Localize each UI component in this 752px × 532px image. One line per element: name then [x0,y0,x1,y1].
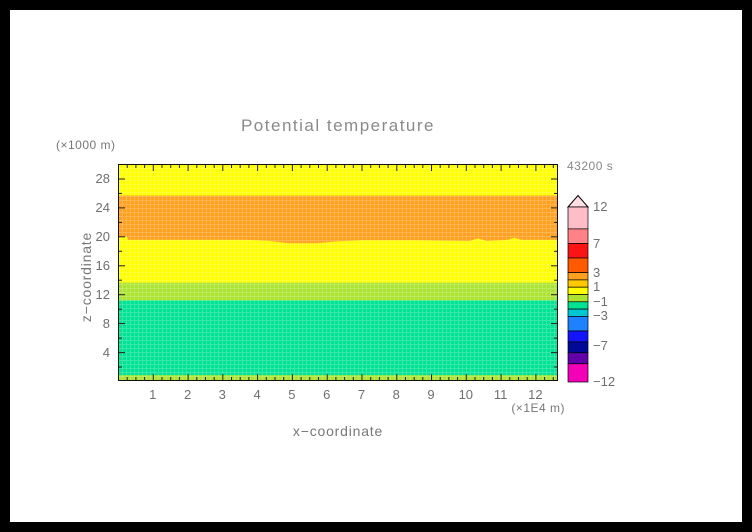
x-axis-title: x−coordinate [292,423,384,439]
colorbar-segment [567,341,589,354]
colorbar-segment [567,352,589,365]
colorbar-segment [567,363,589,383]
colorbar-segment [567,279,589,288]
y-axis-title: z−coordinate [78,231,94,323]
plot-area [118,164,558,381]
colorbar-segment [567,272,589,281]
colorbar-segment [567,316,589,332]
colorbar-segment [567,286,589,295]
colorbar-segment [567,301,589,310]
colorbar-segment [567,330,589,343]
colorbar-segment [567,294,589,303]
colorbar-overflow-arrow [566,194,590,208]
colorbar-segment [567,206,589,230]
colorbar [563,190,633,395]
y-axis-unit-label: (×1000 m) [56,138,116,152]
halftone-texture [118,164,558,381]
time-stamp-label: 43200 s [567,159,614,173]
x-axis-unit-label: (×1E4 m) [511,401,565,415]
plot-border [118,164,558,381]
colorbar-segment [567,257,589,273]
colorbar-segment [567,308,589,317]
colorbar-segment [567,228,589,244]
colorbar-svg [566,194,590,383]
plot-svg [118,164,558,381]
colorbar-segment [567,243,589,259]
chart-title: Potential temperature [240,116,436,135]
